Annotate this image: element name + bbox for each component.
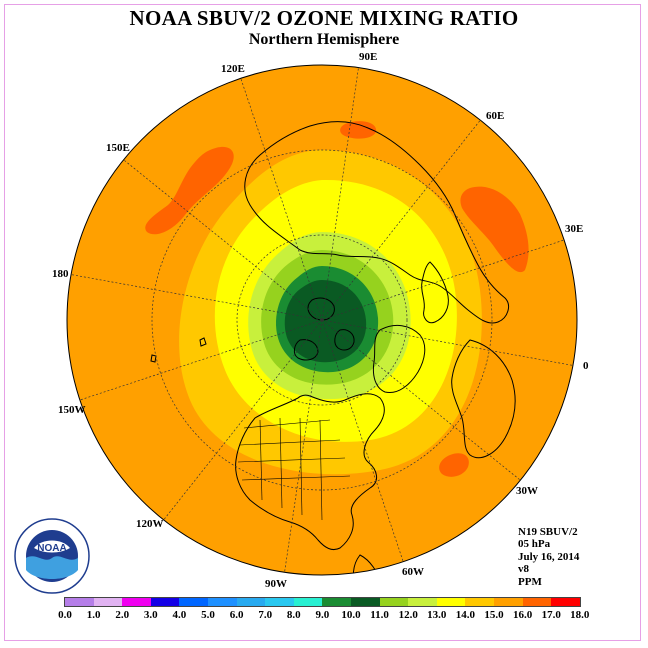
lon-label-180: 180	[52, 268, 69, 280]
satellite-label: N19 SBUV/2	[518, 526, 578, 538]
colorbar-tick-label: 8.0	[286, 609, 301, 621]
us-state-lines	[237, 417, 351, 521]
colorbar-swatch	[265, 598, 294, 606]
page-subtitle: Northern Hemisphere	[248, 31, 400, 48]
colorbar-swatch	[522, 598, 552, 606]
colorbar-tick-label: 14.0	[455, 609, 476, 621]
colorbar-swatch	[93, 598, 123, 606]
units-label: PPM	[518, 575, 542, 588]
colorbar-tick-label: 2.0	[115, 609, 130, 621]
page-title: NOAA SBUV/2 OZONE MIXING RATIO	[129, 6, 519, 30]
lon-label-60w: 60W	[402, 566, 424, 578]
colorbar-swatch	[322, 598, 351, 606]
lon-label-150e: 150E	[106, 142, 130, 154]
colorbar-swatch	[150, 598, 180, 606]
lon-label-90e: 90E	[359, 51, 378, 63]
colorbar-swatch	[293, 598, 323, 606]
contour-15-b	[460, 186, 529, 273]
colorbar-tick-label: 18.0	[570, 609, 590, 621]
contour-15-d	[439, 453, 469, 477]
lon-label-90w: 90W	[265, 578, 287, 590]
colorbar-tick-label: 6.0	[229, 609, 244, 621]
lon-label-60e: 60E	[486, 110, 505, 122]
graticule	[67, 65, 577, 575]
colorbar-tick-label: 16.0	[512, 609, 533, 621]
contour-15-c	[340, 121, 377, 139]
lon-label-120w: 120W	[136, 518, 164, 530]
colorbar-tick-label: 5.0	[201, 609, 215, 621]
colorbar-swatch	[551, 598, 580, 606]
colorbar	[64, 597, 581, 607]
colorbar-tick-label: 1.0	[86, 609, 101, 621]
colorbar-tick-label: 4.0	[172, 609, 187, 621]
lon-label-30e: 30E	[565, 223, 584, 235]
colorbar-swatch	[379, 598, 409, 606]
ozone-contours	[67, 65, 577, 575]
pressure-level-label: 05 hPa	[518, 538, 551, 551]
colorbar-swatch	[179, 598, 208, 606]
colorbar-swatch	[207, 598, 237, 606]
colorbar-tick-label: 7.0	[258, 609, 273, 621]
colorbar-tick-label: 17.0	[541, 609, 561, 621]
colorbar-swatch	[350, 598, 380, 606]
colorbar-tick-label: 9.0	[315, 609, 330, 621]
colorbar-tick-label: 3.0	[143, 609, 158, 621]
colorbar-tick-label: 11.0	[370, 609, 389, 621]
page-frame	[4, 4, 641, 641]
noaa-logo: NOAA	[14, 518, 90, 594]
colorbar-tick-label: 15.0	[484, 609, 504, 621]
colorbar-swatch	[493, 598, 523, 606]
colorbar-swatch	[408, 598, 437, 606]
lon-label-120e: 120E	[221, 63, 245, 75]
contour-15-a	[145, 146, 234, 235]
colorbar-tick-label: 10.0	[341, 609, 361, 621]
dataset-info: N19 SBUV/2 05 hPa July 16, 2014 v8 PPM	[518, 526, 579, 588]
colorbar-swatch	[436, 598, 466, 606]
date-label: July 16, 2014	[518, 550, 580, 563]
colorbar-swatch	[122, 598, 151, 606]
colorbar-tick-label: 0.0	[58, 609, 72, 621]
colorbar-swatch	[236, 598, 266, 606]
lon-label-30w: 30W	[516, 485, 538, 497]
colorbar-swatch	[465, 598, 494, 606]
lon-label-0: 0	[583, 360, 589, 372]
noaa-logo-text: NOAA	[37, 543, 66, 554]
colorbar-tick-label: 12.0	[398, 609, 418, 621]
contour-9	[284, 280, 367, 363]
colorbar-tick-label: 13.0	[427, 609, 447, 621]
lon-label-150w: 150W	[58, 404, 86, 416]
map-boundary	[66, 64, 578, 576]
colorbar-swatch	[65, 598, 94, 606]
version-label: v8	[518, 563, 529, 576]
